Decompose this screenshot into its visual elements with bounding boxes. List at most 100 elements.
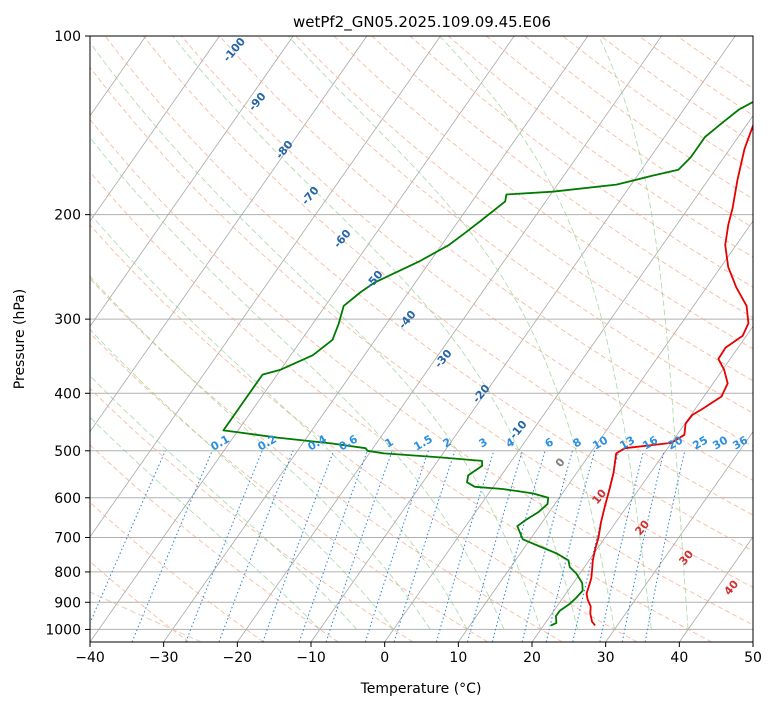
mixing-ratio-label: 16 — [640, 433, 660, 452]
mixing-ratio-line — [298, 450, 368, 642]
mixing-ratio-label: 6 — [543, 435, 556, 450]
isotherm-line — [605, 430, 753, 642]
temperature-profile-line — [585, 123, 753, 627]
x-tick-label: −20 — [223, 650, 253, 666]
plot-frame — [89, 35, 754, 643]
mixing-ratio-line — [467, 450, 523, 642]
y-tick-label: 800 — [54, 565, 81, 581]
isotherm-label: -20 — [470, 382, 493, 406]
profile-lines — [222, 100, 753, 627]
isotherm-line — [90, 36, 515, 642]
isotherm-line — [0, 36, 72, 642]
x-tick-label: 40 — [670, 650, 688, 666]
dry-adiabat-line — [333, 36, 753, 350]
isotherm-label: -70 — [299, 184, 322, 208]
dry-adiabat-line — [142, 36, 753, 516]
isotherm-label: -80 — [273, 138, 296, 162]
isotherm-label: 0 — [553, 455, 568, 469]
isotherm-line — [237, 36, 662, 642]
mixing-ratio-line — [364, 450, 429, 642]
x-tick-label: 10 — [449, 650, 467, 666]
y-axis: 100 200 300 400 500 600 700 800 900 1000 — [45, 29, 90, 638]
mixing-ratio-label: 25 — [690, 434, 710, 453]
moist-adiabat-line — [598, 36, 689, 630]
mixing-ratio-label: 13 — [617, 434, 637, 453]
y-tick-label: 1000 — [45, 622, 81, 638]
isotherm-line — [384, 115, 753, 642]
y-tick-label: 300 — [54, 312, 81, 328]
isotherm-label: -90 — [246, 90, 269, 114]
mixing-ratio-line — [545, 450, 596, 642]
isotherm-line — [90, 36, 368, 433]
y-tick-label: 100 — [54, 29, 81, 45]
moist-adiabat-line — [90, 212, 468, 630]
moist-adiabat-line — [90, 416, 321, 630]
x-tick-label: 50 — [744, 650, 762, 666]
dry-adiabat-line — [90, 387, 414, 642]
dry-adiabat-line — [371, 36, 753, 319]
isotherm-label: -40 — [396, 308, 419, 332]
dry-adiabat-line — [409, 36, 753, 288]
x-tick-label: −10 — [296, 650, 326, 666]
y-tick-label: 200 — [54, 208, 81, 224]
x-tick-label: −30 — [149, 650, 179, 666]
dry-adiabat-line — [104, 36, 753, 552]
dry-adiabat-line — [486, 36, 753, 229]
chart-title: wetPf2_GN05.2025.109.09.45.E06 — [293, 13, 551, 32]
dry-adiabat-line — [295, 36, 753, 382]
x-axis: −40 −30 −20 −10 0 10 20 30 40 50 — [75, 642, 762, 666]
mixing-ratio-line — [521, 450, 573, 642]
isotherm-line — [458, 220, 753, 642]
dry-adiabat-line — [90, 501, 264, 642]
dry-adiabat-line — [676, 36, 753, 89]
isotherm-label: 20 — [632, 517, 652, 537]
mixing-ratio-line — [644, 450, 686, 642]
dry-adiabat-line — [638, 36, 753, 116]
dry-adiabat-line — [90, 332, 488, 642]
isotherm-line — [679, 536, 753, 642]
mixing-ratio-line — [491, 450, 546, 642]
isotherm-line — [531, 325, 753, 642]
isotherm-line — [90, 36, 294, 327]
moist-adiabat-line — [90, 137, 505, 630]
isotherm-line — [310, 36, 736, 642]
dry-adiabat-line — [90, 118, 753, 626]
mixing-ratio-line — [185, 450, 263, 642]
isotherm-line — [90, 36, 441, 538]
isotherm-label: -30 — [432, 347, 455, 371]
mixing-ratio-line — [435, 450, 495, 642]
y-tick-label: 700 — [54, 531, 81, 547]
x-tick-label: 30 — [597, 650, 615, 666]
isotherm-label: -100 — [220, 35, 248, 65]
dry-adiabat-line — [90, 560, 190, 642]
isotherm-line — [163, 36, 589, 642]
mixing-ratio-line — [262, 450, 335, 642]
moist-adiabat-line — [90, 328, 394, 630]
isotherm-line — [90, 36, 220, 222]
dry-adiabat-line — [90, 171, 712, 642]
y-tick-label: 900 — [54, 595, 81, 611]
isotherm-label: 30 — [676, 547, 696, 567]
mixing-ratio-line — [90, 450, 166, 625]
background-lines — [0, 36, 753, 642]
dry-adiabat-line — [181, 36, 753, 481]
y-tick-label: 400 — [54, 386, 81, 402]
dry-adiabat-line — [90, 444, 339, 642]
x-tick-label: −40 — [75, 650, 105, 666]
dewpoint-profile-line — [222, 100, 753, 627]
mixing-ratio-label: 36 — [730, 433, 750, 452]
dry-adiabat-line — [257, 36, 753, 414]
mixing-ratio-line — [572, 450, 620, 642]
y-tick-label: 500 — [54, 444, 81, 460]
mixing-ratio-label: 1 — [383, 435, 396, 450]
mixing-ratio-label: 3 — [477, 435, 490, 450]
y-tick-label: 600 — [54, 491, 81, 507]
y-axis-label: Pressure (hPa) — [12, 289, 28, 389]
moist-adiabat-line — [287, 36, 615, 630]
moist-adiabat-line — [172, 36, 579, 630]
isotherm-line — [752, 641, 753, 642]
mixing-ratio-line — [621, 450, 665, 642]
mixing-ratio-line — [131, 450, 213, 642]
